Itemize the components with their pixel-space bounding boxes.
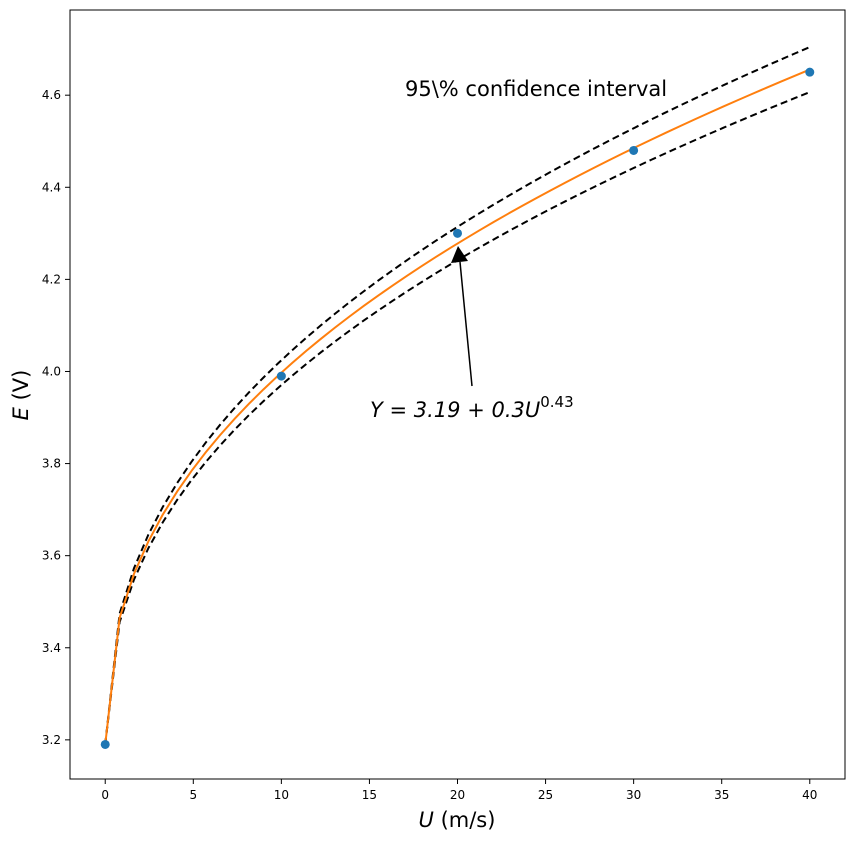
- x-tick-label: 0: [101, 788, 109, 802]
- y-tick-label: 3.8: [42, 457, 61, 471]
- y-tick-label: 4.6: [42, 88, 61, 102]
- x-tick-label: 25: [538, 788, 553, 802]
- plot-frame: [69, 9, 846, 780]
- x-tick-label: 10: [274, 788, 289, 802]
- x-tick-label: 20: [450, 788, 465, 802]
- y-axis-label: E (V): [9, 370, 33, 421]
- annotation-arrow-shaft: [459, 261, 473, 387]
- data-point: [805, 67, 815, 77]
- data-point: [453, 228, 462, 238]
- y-tick-label: 3.2: [42, 733, 61, 747]
- x-tick-label: 5: [189, 788, 197, 802]
- y-tick-label: 4.2: [42, 272, 61, 286]
- data-point: [100, 739, 110, 749]
- data-point: [276, 371, 286, 381]
- y-tick-label: 4.0: [42, 364, 61, 378]
- fit-line: [104, 68, 811, 745]
- upper-confidence-line: [104, 46, 811, 745]
- x-tick-label: 40: [802, 788, 817, 802]
- fit-annotation: Y = 3.19 + 0.3U0.43: [370, 393, 574, 422]
- band-annotation: 95\% confidence interval: [405, 77, 667, 101]
- y-tick-label: 4.4: [42, 180, 61, 194]
- data-point: [629, 145, 639, 155]
- x-tick-label: 30: [626, 788, 641, 802]
- x-tick-label: 35: [714, 788, 729, 802]
- x-axis-label: U (m/s): [419, 808, 496, 832]
- x-tick-label: 15: [362, 788, 377, 802]
- annotation-arrow-head: [451, 246, 468, 263]
- y-tick-label: 3.6: [42, 549, 61, 563]
- y-tick-label: 3.4: [42, 641, 61, 655]
